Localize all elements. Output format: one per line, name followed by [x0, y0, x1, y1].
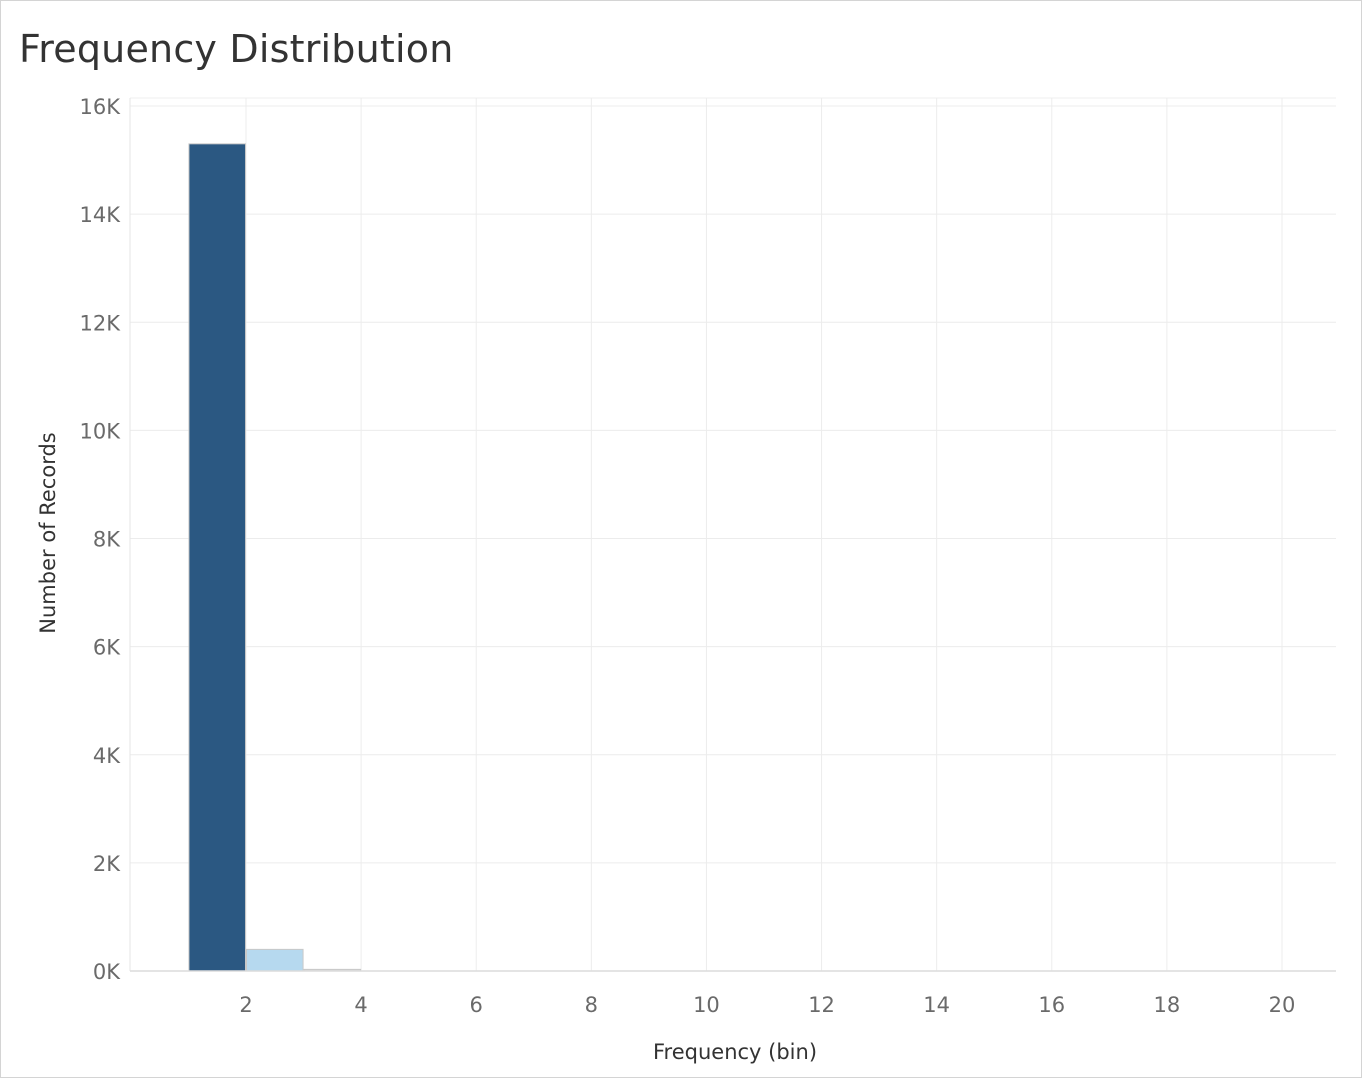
y-tick-label: 4K [93, 744, 121, 768]
x-tick-label: 16 [1038, 993, 1065, 1017]
x-tick-label: 14 [923, 993, 950, 1017]
y-tick-label: 0K [93, 960, 121, 984]
y-tick-label: 2K [93, 852, 121, 876]
x-axis-title: Frequency (bin) [653, 1040, 817, 1064]
x-tick-label: 12 [808, 993, 835, 1017]
axes: 0K 2K 4K 6K 8K 10K 12K 14K 16K 2 4 6 8 10 12 14 16 18 20 [80, 95, 1336, 1017]
x-tick-label: 6 [470, 993, 483, 1017]
chart-title: Frequency Distribution [19, 27, 454, 71]
y-tick-label: 12K [80, 311, 122, 335]
x-tick-label: 18 [1154, 993, 1181, 1017]
y-tick-label: 10K [80, 419, 122, 443]
x-tick-label: 4 [354, 993, 367, 1017]
histogram-bar[interactable] [246, 948, 304, 972]
x-tick-label: 20 [1269, 993, 1296, 1017]
x-tick-label: 10 [693, 993, 720, 1017]
y-tick-label: 14K [80, 203, 122, 227]
x-tick-label: 8 [585, 993, 598, 1017]
x-tick-label: 2 [239, 993, 252, 1017]
gridlines [130, 97, 1336, 971]
histogram-bar[interactable] [188, 143, 246, 972]
y-tick-label: 16K [80, 95, 122, 119]
y-axis-title: Number of Records [36, 432, 60, 633]
y-tick-label: 6K [93, 636, 121, 660]
bars [188, 143, 362, 972]
y-tick-label: 8K [93, 528, 121, 552]
